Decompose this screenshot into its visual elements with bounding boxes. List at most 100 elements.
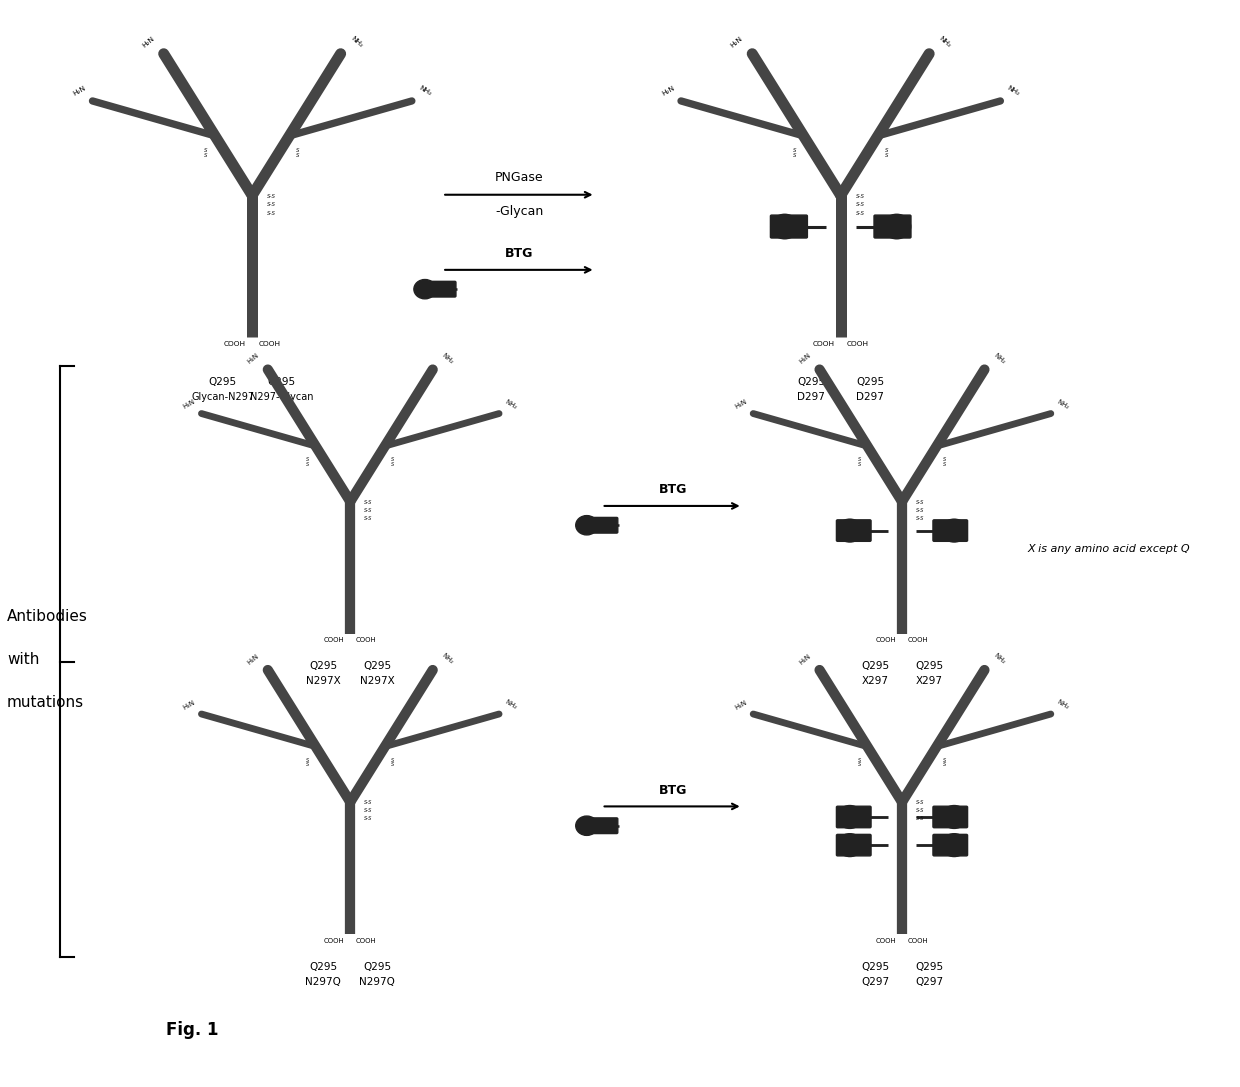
Text: S-S: S-S	[268, 193, 277, 199]
FancyBboxPatch shape	[837, 520, 870, 541]
Text: H₂N: H₂N	[661, 85, 676, 97]
Text: S-S: S-S	[916, 508, 925, 513]
Text: Q295: Q295	[861, 962, 889, 972]
Text: Q295: Q295	[363, 962, 392, 972]
Text: S-S: S-S	[365, 809, 373, 813]
Text: Q295: Q295	[208, 376, 237, 387]
Text: Glycan-N297: Glycan-N297	[191, 391, 254, 401]
Text: S
S: S S	[392, 458, 394, 466]
Circle shape	[941, 520, 967, 542]
Text: H₂N: H₂N	[182, 398, 196, 410]
Text: S-S: S-S	[365, 816, 373, 822]
Text: S
S: S S	[858, 758, 861, 767]
Text: mutations: mutations	[7, 695, 84, 710]
FancyBboxPatch shape	[932, 520, 967, 541]
Text: S
S: S S	[858, 458, 861, 466]
FancyBboxPatch shape	[932, 807, 967, 827]
Text: NH₂: NH₂	[937, 36, 952, 49]
Text: NH₂: NH₂	[440, 352, 455, 365]
Text: H₂N: H₂N	[140, 36, 155, 49]
Text: Q295: Q295	[309, 661, 337, 672]
Text: S
S: S S	[944, 458, 946, 466]
Text: S
S: S S	[794, 148, 796, 158]
Text: Q297: Q297	[915, 977, 944, 987]
Text: NH₂: NH₂	[505, 398, 518, 410]
Text: Antibodies: Antibodies	[7, 609, 88, 624]
Text: Q295: Q295	[861, 661, 889, 672]
Text: S-S: S-S	[365, 500, 373, 505]
Text: S-S: S-S	[856, 193, 864, 199]
Text: D297: D297	[856, 391, 884, 401]
Text: S-S: S-S	[268, 202, 277, 208]
Text: NH₂: NH₂	[417, 85, 433, 97]
FancyBboxPatch shape	[874, 215, 911, 238]
Circle shape	[575, 515, 598, 535]
Circle shape	[837, 520, 863, 542]
Text: BTG: BTG	[658, 484, 687, 497]
Text: COOH: COOH	[812, 341, 835, 347]
Text: H₂N: H₂N	[182, 699, 196, 711]
Text: NH₂: NH₂	[505, 699, 518, 711]
Text: H₂N: H₂N	[729, 36, 744, 49]
FancyBboxPatch shape	[837, 807, 870, 827]
Text: NH₂: NH₂	[992, 352, 1007, 365]
FancyBboxPatch shape	[837, 835, 870, 855]
FancyBboxPatch shape	[770, 215, 807, 238]
Text: S-S: S-S	[916, 816, 925, 822]
Circle shape	[414, 279, 436, 299]
Text: Q297: Q297	[861, 977, 889, 987]
Circle shape	[941, 805, 967, 828]
Text: X297: X297	[915, 676, 942, 687]
Text: H₂N: H₂N	[797, 352, 811, 365]
Text: COOH: COOH	[356, 637, 377, 644]
Text: H₂N: H₂N	[734, 699, 748, 711]
FancyBboxPatch shape	[591, 517, 618, 533]
Text: N297Q: N297Q	[360, 977, 396, 987]
Circle shape	[837, 834, 863, 857]
Text: S-S: S-S	[916, 809, 925, 813]
Text: NH₂: NH₂	[1055, 699, 1070, 711]
Text: S-S: S-S	[365, 800, 373, 805]
Text: COOH: COOH	[324, 937, 345, 944]
Text: H₂N: H₂N	[246, 652, 259, 665]
Text: X297: X297	[862, 676, 889, 687]
Text: S-S: S-S	[856, 202, 864, 208]
Text: S
S: S S	[944, 758, 946, 767]
Circle shape	[837, 805, 863, 828]
Text: NH₂: NH₂	[350, 36, 363, 49]
Text: S-S: S-S	[268, 211, 277, 216]
Text: N297Q: N297Q	[305, 977, 341, 987]
Text: Q295: Q295	[915, 962, 944, 972]
Text: COOH: COOH	[908, 937, 929, 944]
Text: H₂N: H₂N	[246, 352, 259, 365]
Text: N297-Glycan: N297-Glycan	[249, 391, 314, 401]
Text: NH₂: NH₂	[1006, 85, 1021, 97]
Text: with: with	[7, 652, 40, 667]
Text: S-S: S-S	[365, 515, 373, 521]
Text: N297X: N297X	[360, 676, 394, 687]
Text: S-S: S-S	[916, 500, 925, 505]
Circle shape	[771, 214, 799, 239]
FancyBboxPatch shape	[932, 835, 967, 855]
Text: H₂N: H₂N	[797, 652, 811, 665]
Text: COOH: COOH	[847, 341, 869, 347]
Text: Q295: Q295	[268, 376, 295, 387]
Text: COOH: COOH	[258, 341, 280, 347]
Text: NH₂: NH₂	[1055, 398, 1070, 410]
Text: S
S: S S	[306, 758, 309, 767]
Text: Q295: Q295	[363, 661, 392, 672]
Text: COOH: COOH	[908, 637, 929, 644]
Text: Fig. 1: Fig. 1	[166, 1021, 218, 1039]
Text: NH₂: NH₂	[992, 652, 1007, 665]
Text: S
S: S S	[205, 148, 208, 158]
Text: BTG: BTG	[658, 784, 687, 797]
Circle shape	[575, 816, 598, 836]
Text: Q295: Q295	[915, 661, 944, 672]
Text: COOH: COOH	[324, 637, 345, 644]
Text: COOH: COOH	[356, 937, 377, 944]
Text: NH₂: NH₂	[440, 652, 455, 665]
Text: S-S: S-S	[365, 508, 373, 513]
Text: S-S: S-S	[916, 515, 925, 521]
Text: COOH: COOH	[224, 341, 246, 347]
Text: D297: D297	[797, 391, 825, 401]
